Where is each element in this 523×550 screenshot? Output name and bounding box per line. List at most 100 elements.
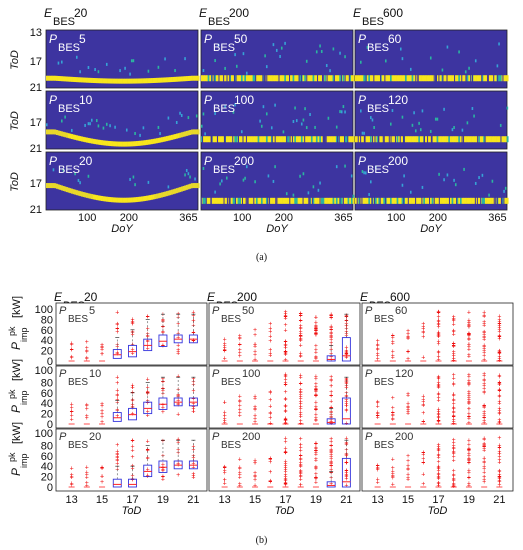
box-outlier: + bbox=[497, 451, 501, 458]
heatmap-cell bbox=[451, 75, 454, 82]
heatmap-cell bbox=[292, 193, 295, 197]
heatmap-cell bbox=[272, 75, 275, 82]
heatmap-cell bbox=[342, 136, 345, 143]
box-outlier: + bbox=[497, 407, 501, 414]
box-ytick: 60 bbox=[41, 325, 53, 337]
box-outlier: + bbox=[497, 450, 501, 457]
box-outlier: + bbox=[329, 461, 333, 468]
heatmap-cell bbox=[57, 184, 60, 190]
box-outlier: + bbox=[421, 334, 425, 341]
box-xtick: 17 bbox=[432, 494, 444, 506]
box-outlier: + bbox=[406, 405, 410, 412]
heatmap-cell bbox=[352, 75, 355, 82]
box-outlier: + bbox=[314, 388, 318, 395]
heatmap-cell bbox=[306, 74, 308, 85]
box-outlier: + bbox=[283, 372, 287, 379]
heatmap-cell bbox=[401, 197, 404, 204]
heatmap-cell bbox=[59, 76, 62, 82]
box-outlier: + bbox=[482, 336, 486, 343]
heatmap-cell bbox=[406, 75, 409, 82]
heatmap-cell bbox=[394, 135, 396, 146]
box-outlier: + bbox=[497, 349, 501, 356]
box-outlier: + bbox=[452, 321, 456, 328]
box-body bbox=[326, 355, 336, 362]
heatmap-cell bbox=[319, 181, 321, 185]
box-outlier: + bbox=[406, 477, 410, 484]
heatmap-cell bbox=[46, 129, 48, 135]
heatmap-cell bbox=[421, 185, 424, 189]
heatmap-cell bbox=[498, 75, 501, 82]
heatmap-cell bbox=[484, 136, 487, 143]
heatmap-cell bbox=[100, 140, 103, 146]
heatmap-cell bbox=[305, 136, 308, 143]
heatmap-cell bbox=[175, 76, 178, 82]
box-outlier: + bbox=[497, 443, 501, 450]
heatmap-cell bbox=[329, 75, 332, 82]
box-outlier: + bbox=[191, 474, 195, 481]
heatmap-cell bbox=[182, 185, 185, 191]
heatmap-label-0-1-symbol: P bbox=[49, 93, 57, 107]
box-outlier: + bbox=[253, 460, 257, 467]
heatmap-cell bbox=[491, 75, 494, 82]
box-label-2-1-subscript: BES bbox=[374, 377, 394, 388]
heatmap-cell bbox=[302, 136, 305, 143]
heatmap-cell bbox=[299, 174, 301, 178]
heatmap-cell bbox=[330, 136, 333, 143]
heatmap-cell bbox=[54, 129, 57, 135]
box-outlier: + bbox=[130, 351, 134, 358]
box-outlier: + bbox=[482, 313, 486, 320]
heatmap-cell bbox=[332, 47, 335, 51]
box-outlier: + bbox=[497, 482, 501, 489]
box-xtick: 17 bbox=[126, 494, 138, 506]
heatmap-cell bbox=[244, 176, 246, 180]
heatmap-cell bbox=[322, 135, 324, 146]
heatmap-cell bbox=[47, 129, 50, 135]
box-outlier: + bbox=[329, 315, 333, 322]
heatmap-cell bbox=[278, 74, 280, 85]
heatmap-cell bbox=[408, 75, 411, 82]
box-outlier: + bbox=[268, 411, 272, 418]
heatmap-cell bbox=[134, 141, 137, 147]
heatmap-cell bbox=[242, 75, 245, 82]
box-outlier: + bbox=[344, 440, 348, 447]
box-outlier: + bbox=[223, 417, 227, 424]
box-outlier: + bbox=[115, 454, 119, 461]
heatmap-cell bbox=[438, 172, 440, 176]
heatmap-cell bbox=[110, 141, 113, 147]
heatmap-cell bbox=[446, 197, 449, 204]
box-outlier: + bbox=[406, 458, 410, 465]
box-outlier: + bbox=[482, 458, 486, 465]
heatmap-cell bbox=[498, 197, 501, 204]
box-outlier: + bbox=[223, 416, 227, 423]
heatmap-cell bbox=[122, 197, 125, 203]
heatmap-cell bbox=[189, 75, 192, 81]
heatmap-cell bbox=[274, 103, 276, 107]
box-outlier: + bbox=[314, 331, 318, 338]
box-outlier: + bbox=[467, 457, 471, 464]
heatmap-cell bbox=[265, 197, 268, 204]
box-outlier: + bbox=[191, 338, 195, 345]
heatmap-cell bbox=[418, 75, 421, 82]
box-outlier: + bbox=[299, 331, 303, 338]
heatmap-cell bbox=[195, 129, 198, 135]
box-outlier: + bbox=[70, 412, 74, 419]
heatmap-cell bbox=[169, 190, 172, 196]
box-xlabel: ToD bbox=[428, 505, 448, 517]
box-outlier: + bbox=[299, 410, 303, 417]
heatmap-cell bbox=[192, 129, 195, 135]
box-outlier: + bbox=[482, 373, 486, 380]
box-outlier: + bbox=[314, 328, 318, 335]
box-outlier: + bbox=[130, 472, 134, 479]
box-outlier: + bbox=[497, 468, 501, 475]
heatmap-cell bbox=[155, 193, 158, 199]
heatmap-cell bbox=[210, 197, 213, 204]
heatmap-cell bbox=[359, 60, 362, 64]
box-outlier: + bbox=[314, 330, 318, 337]
box-outlier: + bbox=[497, 410, 501, 417]
box-outlier: + bbox=[191, 338, 195, 345]
box-outlier: + bbox=[436, 321, 440, 328]
heatmap-cell bbox=[60, 185, 63, 191]
box-outlier: + bbox=[421, 481, 425, 488]
box-outlier: + bbox=[452, 413, 456, 420]
heatmap-cell bbox=[381, 75, 384, 82]
